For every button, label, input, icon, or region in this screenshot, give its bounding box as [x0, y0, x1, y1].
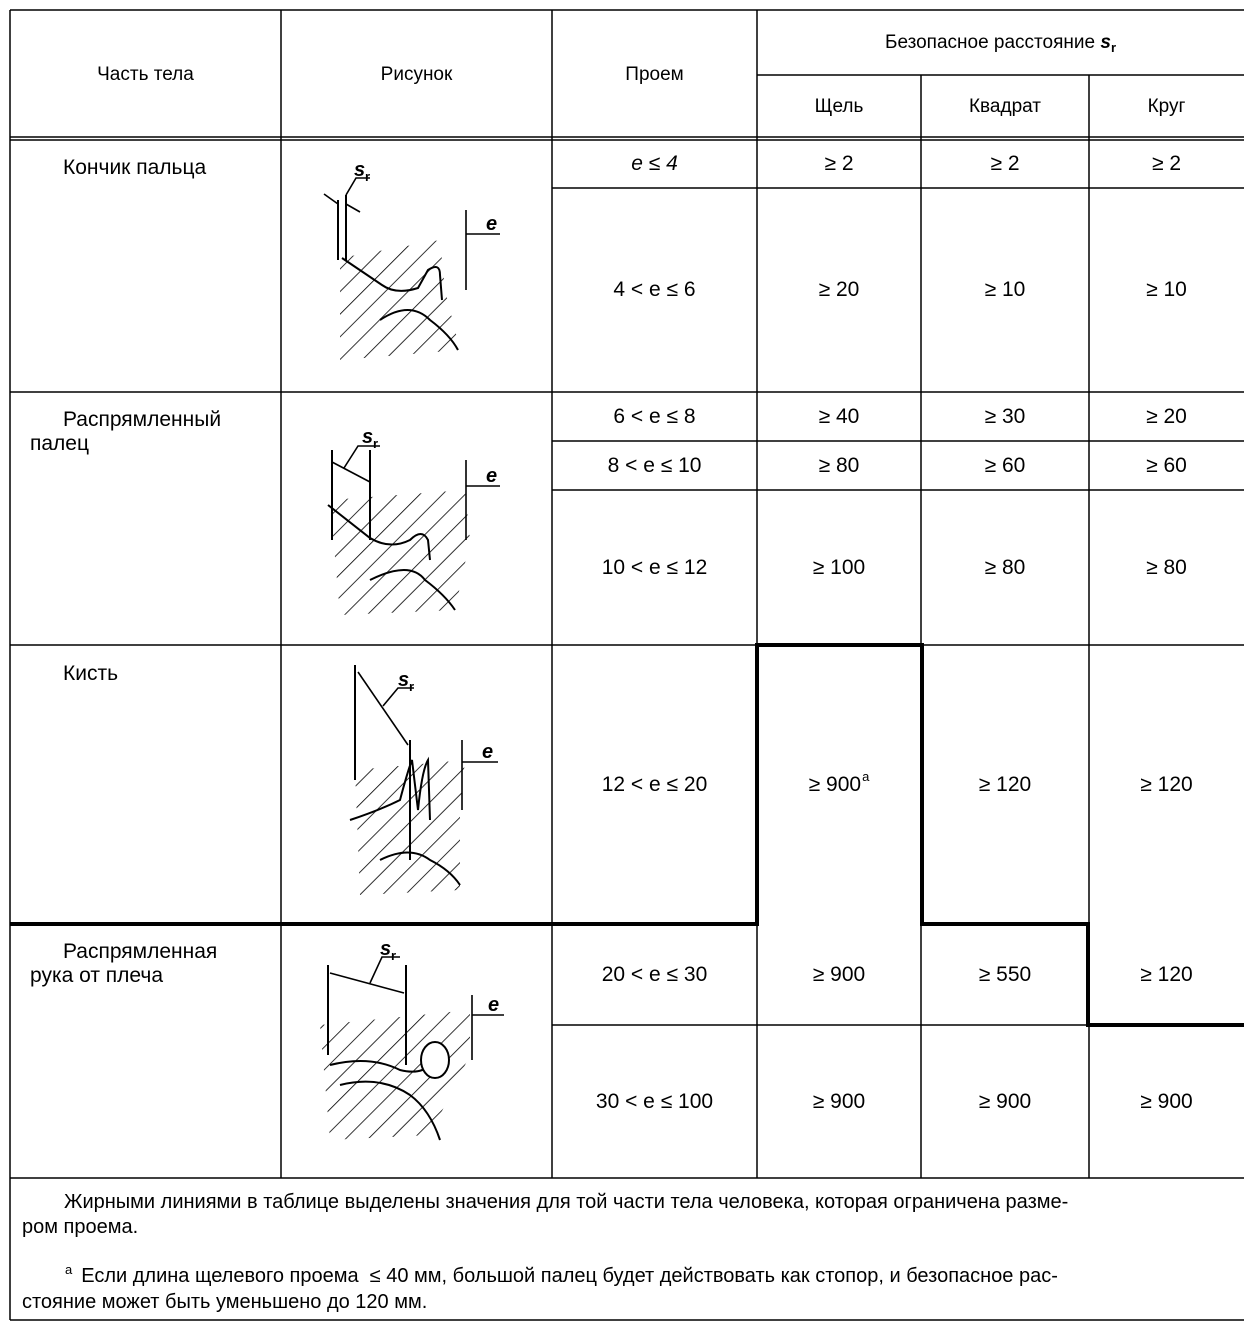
- slot-cell: ≥ 40: [818, 404, 860, 428]
- slot-cell: ≥ 20: [818, 278, 860, 301]
- arm-figure: s r e: [320, 938, 504, 1141]
- header-slot: Щель: [814, 95, 864, 117]
- slot-cell: ≥ 80: [818, 453, 860, 477]
- opening-cell: e ≤ 4: [631, 152, 678, 175]
- fingertip-s-label: s: [354, 159, 365, 181]
- bold-lines-note: Жирными линиями в таблице выделены значе…: [22, 1190, 1068, 1240]
- bold-lines-note-line2: ром проема.: [22, 1216, 139, 1238]
- hand-e-label: e: [482, 741, 493, 763]
- slot-cell: ≥ 900 a: [757, 645, 921, 924]
- body-part-arm-line1: Распрямленная: [63, 940, 218, 963]
- opening-cell: 30 < e ≤ 100: [595, 1089, 714, 1113]
- body-part-finger: Распрямленный палец: [30, 408, 221, 456]
- finger-s-label: s: [362, 426, 373, 448]
- square-cell: ≥ 30: [984, 404, 1026, 428]
- footnote-text-line1: Если длина щелевого проема ≤ 40 мм, боль…: [81, 1265, 1058, 1287]
- square-cell: ≥ 550: [978, 962, 1032, 986]
- round-cell: ≥ 120: [1140, 962, 1193, 986]
- header-safe-distance-label: Безопасное расстояние: [884, 31, 1101, 53]
- slot-cell: ≥ 100: [812, 555, 866, 579]
- round-cell: ≥ 60: [1146, 453, 1187, 477]
- body-part-fingertip-label: Кончик пальца: [63, 156, 207, 179]
- square-cell: ≥ 60: [984, 453, 1026, 477]
- body-part-hand: Кисть: [63, 662, 118, 686]
- finger-figure: s r e: [327, 426, 500, 615]
- header-drawing: Рисунок: [380, 63, 453, 85]
- slot-cell: ≥ 900: [812, 962, 866, 986]
- arm-e-label: e: [488, 994, 499, 1016]
- round-cell: ≥ 80: [1146, 555, 1187, 579]
- finger-e-label: e: [486, 465, 497, 487]
- slot-cell: ≥ 2: [824, 152, 854, 175]
- opening-cell: 20 < e ≤ 30: [601, 962, 708, 986]
- hand-s-label: s: [398, 669, 409, 691]
- header-opening: Проем: [625, 63, 684, 85]
- round-cell: ≥ 120: [1140, 772, 1193, 796]
- opening-cell: 4 < e ≤ 6: [613, 278, 696, 301]
- body-part-hand-label: Кисть: [63, 662, 119, 685]
- body-part-arm-line2: рука от плеча: [30, 964, 164, 987]
- header-square: Квадрат: [968, 95, 1042, 117]
- slot-value: ≥ 900: [808, 772, 862, 796]
- header-safe-distance-subscript: r: [1110, 40, 1116, 55]
- body-part-fingertip: Кончик пальца: [63, 156, 206, 180]
- body-part-finger-line2: палец: [30, 432, 90, 455]
- round-cell: ≥ 20: [1146, 404, 1187, 428]
- body-part-arm: Распрямленная рука от плеча: [30, 940, 217, 988]
- footnote-marker: a: [65, 1262, 73, 1277]
- round-cell: ≥ 2: [1151, 152, 1182, 175]
- fingertip-s-subscript: r: [365, 169, 370, 184]
- hand-s-subscript: r: [409, 679, 414, 694]
- slot-cell: ≥ 900: [812, 1089, 866, 1113]
- square-cell: ≥ 80: [984, 555, 1026, 579]
- footnote-line2: стояние может быть уменьшено до 120 мм.: [22, 1291, 428, 1313]
- square-cell: ≥ 120: [978, 772, 1032, 796]
- header-body-part: Часть тела: [97, 63, 194, 85]
- footnote-line1: a Если длина щелевого проема ≤ 40 мм, бол…: [22, 1262, 1058, 1290]
- header-safe-distance-symbol: s: [1100, 31, 1111, 53]
- round-cell: ≥ 900: [1140, 1089, 1193, 1113]
- opening-cell: 6 < e ≤ 8: [613, 404, 696, 428]
- footnote: a Если длина щелевого проема ≤ 40 мм, бол…: [22, 1262, 1058, 1315]
- body-part-finger-line1: Распрямленный: [63, 408, 222, 431]
- footnote-marker: a: [862, 769, 870, 784]
- bold-lines-note-line1: Жирными линиями в таблице выделены значе…: [64, 1191, 1069, 1213]
- fingertip-figure: s r e: [323, 159, 500, 360]
- fingertip-e-label: e: [486, 213, 497, 235]
- header-round: Круг: [1147, 95, 1186, 117]
- round-cell: ≥ 10: [1146, 278, 1187, 301]
- finger-s-subscript: r: [373, 436, 378, 451]
- opening-cell: 12 < e ≤ 20: [601, 772, 708, 796]
- square-cell: ≥ 900: [978, 1089, 1032, 1113]
- hand-figure: s r e: [349, 665, 498, 895]
- arm-s-subscript: r: [391, 948, 396, 963]
- opening-cell: 8 < e ≤ 10: [607, 453, 702, 477]
- opening-cell: 10 < e ≤ 12: [601, 555, 708, 579]
- square-cell: ≥ 10: [984, 278, 1026, 301]
- arm-s-label: s: [380, 938, 391, 960]
- header-safe-distance: Безопасное расстояние s r: [757, 10, 1244, 75]
- square-cell: ≥ 2: [990, 152, 1020, 175]
